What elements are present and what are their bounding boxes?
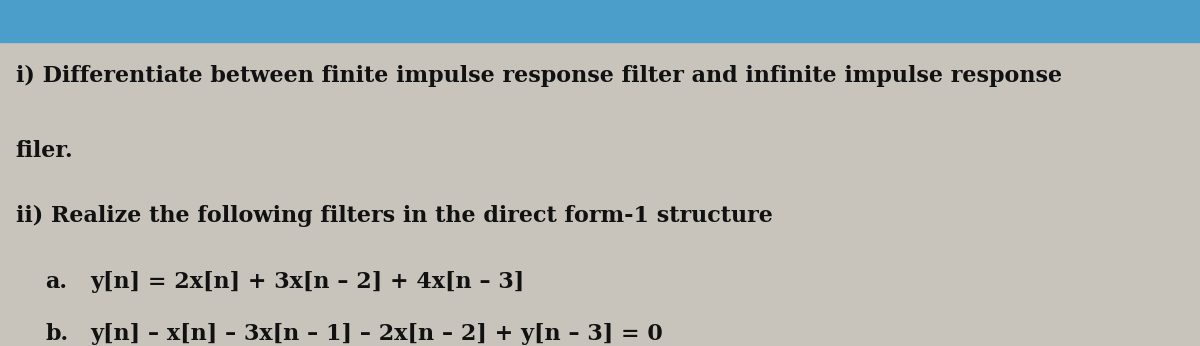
Text: a.: a. <box>46 271 67 293</box>
Text: ii) Realize the following filters in the direct form-1 structure: ii) Realize the following filters in the… <box>16 205 773 227</box>
Text: i) Differentiate between finite impulse response filter and infinite impulse res: i) Differentiate between finite impulse … <box>16 65 1062 87</box>
Text: b.: b. <box>46 323 68 345</box>
Text: filer.: filer. <box>16 139 73 162</box>
Bar <box>0 0 1200 42</box>
Text: y[n] – x[n] – 3x[n – 1] – 2x[n – 2] + y[n – 3] = 0: y[n] – x[n] – 3x[n – 1] – 2x[n – 2] + y[… <box>90 323 662 345</box>
Text: y[n] = 2x[n] + 3x[n – 2] + 4x[n – 3]: y[n] = 2x[n] + 3x[n – 2] + 4x[n – 3] <box>90 271 524 293</box>
